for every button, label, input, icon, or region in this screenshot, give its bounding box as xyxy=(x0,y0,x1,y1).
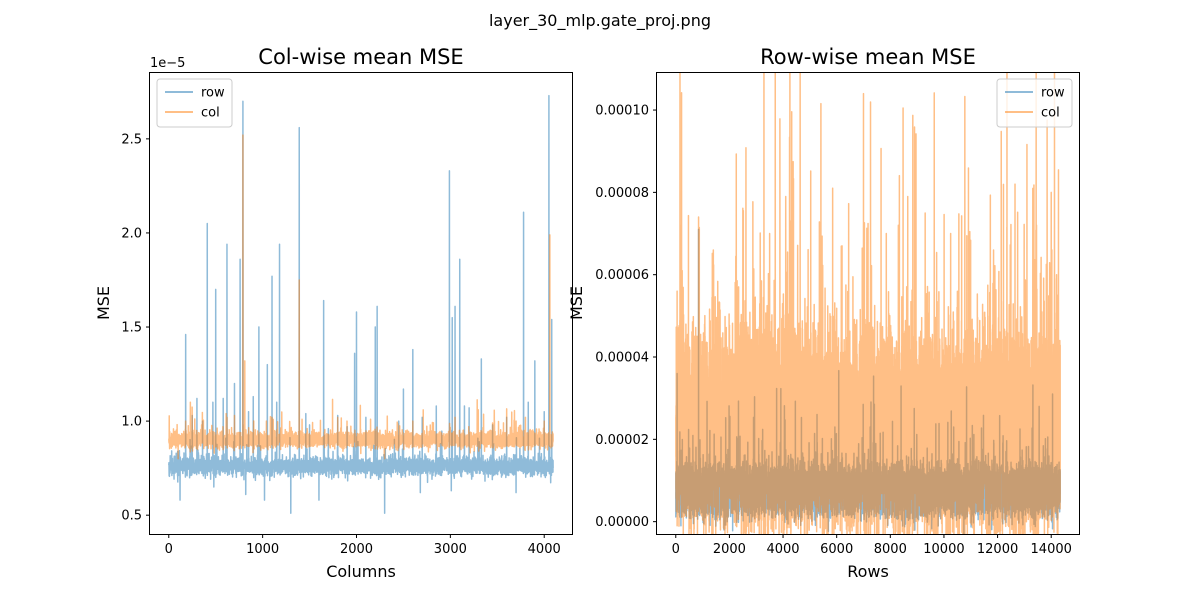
col-wise-subplot: Col-wise mean MSE 1e−5 0 1000 2000 3000 4000… xyxy=(94,45,573,581)
y-tick-label: 0.00000 xyxy=(595,515,649,530)
x-tick-label: 1000 xyxy=(246,542,279,557)
series-line-row xyxy=(168,94,554,515)
x-tick-label: 10000 xyxy=(923,542,964,557)
col-wise-y-ticks: 0.5 1.0 1.5 2.0 2.5 xyxy=(121,132,150,524)
col-wise-axes-frame xyxy=(149,72,573,535)
x-tick-label: 8000 xyxy=(874,542,907,557)
x-tick-label: 4000 xyxy=(528,542,561,557)
y-tick-label: 2.5 xyxy=(121,132,142,147)
col-wise-y-label: MSE xyxy=(94,286,113,320)
series-line-col xyxy=(675,73,1061,534)
x-tick-label: 2000 xyxy=(340,542,373,557)
row-wise-x-ticks: 0 2000 4000 6000 8000 10000 12000 14000 xyxy=(672,534,1072,557)
col-wise-offset-text: 1e−5 xyxy=(150,56,185,71)
x-tick-label: 3000 xyxy=(434,542,467,557)
col-wise-legend: row col xyxy=(156,78,233,128)
x-tick-label: 6000 xyxy=(820,542,853,557)
row-wise-series-group xyxy=(675,73,1061,534)
y-tick-label: 1.5 xyxy=(121,321,142,336)
row-wise-y-label: MSE xyxy=(567,286,586,320)
col-wise-series-group xyxy=(168,94,554,515)
y-tick-label: 0.5 xyxy=(121,509,142,524)
row-wise-x-label: Rows xyxy=(847,562,889,581)
y-tick-label: 0.00002 xyxy=(595,433,649,448)
row-wise-title: Row-wise mean MSE xyxy=(760,45,976,69)
x-tick-label: 0 xyxy=(672,542,680,557)
legend-label-row: row xyxy=(1041,86,1065,101)
series-line-col xyxy=(168,134,554,460)
x-tick-label: 12000 xyxy=(977,542,1018,557)
y-tick-label: 0.00010 xyxy=(595,104,649,119)
row-wise-axes-frame xyxy=(656,72,1080,535)
legend-label-col: col xyxy=(1041,106,1060,121)
x-tick-label: 14000 xyxy=(1031,542,1072,557)
y-tick-label: 0.00004 xyxy=(595,351,649,366)
row-wise-legend: row col xyxy=(996,78,1073,128)
col-wise-x-ticks: 0 1000 2000 3000 4000 xyxy=(165,534,561,557)
row-wise-y-ticks: 0.00000 0.00002 0.00004 0.00006 0.00008 0.000… xyxy=(595,104,657,530)
legend-label-col: col xyxy=(201,106,220,121)
figure-suptitle: layer_30_mlp.gate_proj.png xyxy=(489,11,711,31)
y-tick-label: 1.0 xyxy=(121,415,142,430)
row-wise-subplot: Row-wise mean MSE 0 2000 4000 6000 8000 10000… xyxy=(567,45,1080,581)
col-wise-title: Col-wise mean MSE xyxy=(258,45,463,69)
col-wise-x-label: Columns xyxy=(326,562,396,581)
y-tick-label: 2.0 xyxy=(121,226,142,241)
y-tick-label: 0.00008 xyxy=(595,186,649,201)
legend-label-row: row xyxy=(201,86,225,101)
x-tick-label: 4000 xyxy=(766,542,799,557)
y-tick-label: 0.00006 xyxy=(595,268,649,283)
x-tick-label: 0 xyxy=(165,542,173,557)
x-tick-label: 2000 xyxy=(713,542,746,557)
